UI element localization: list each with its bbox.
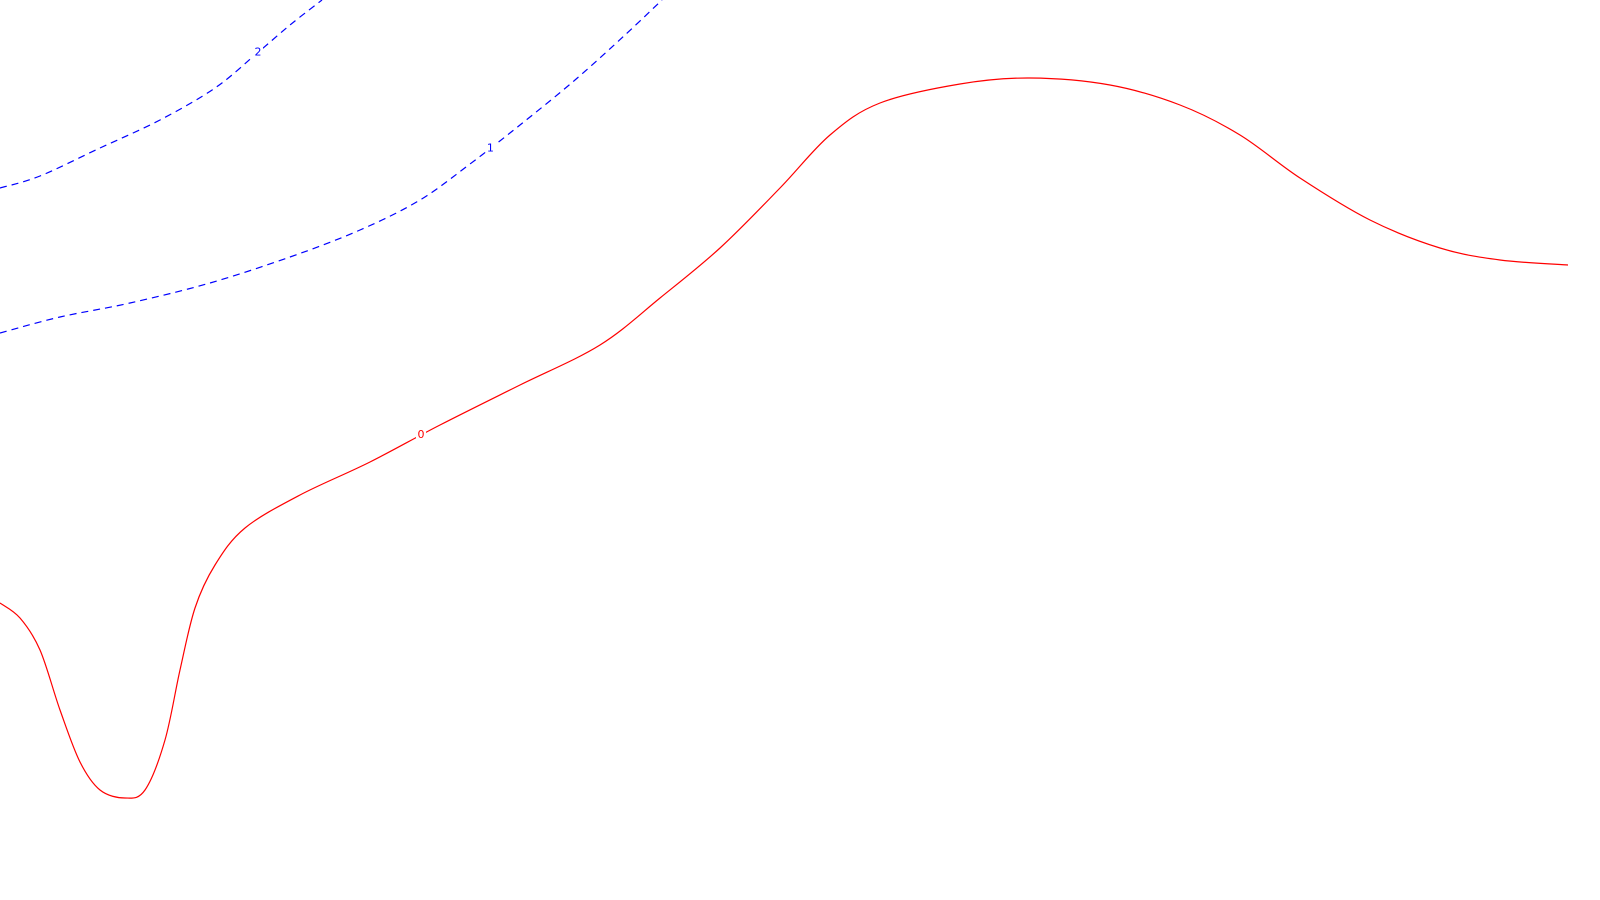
contour-label-background bbox=[416, 427, 427, 442]
contour-labels-group: 2 1 0 bbox=[252, 45, 496, 442]
contour-label-background bbox=[252, 45, 263, 60]
contour-label-background bbox=[485, 141, 496, 156]
contour-line-level-2 bbox=[0, 0, 323, 189]
contour-label-level-1: 1 bbox=[487, 141, 494, 154]
contour-lines-group bbox=[0, 0, 1569, 799]
contour-label-level-0: 0 bbox=[418, 428, 425, 441]
contour-line-level-0 bbox=[0, 77, 1569, 799]
contour-label-level-2: 2 bbox=[254, 45, 261, 58]
contour-line-level-1 bbox=[0, 0, 663, 334]
